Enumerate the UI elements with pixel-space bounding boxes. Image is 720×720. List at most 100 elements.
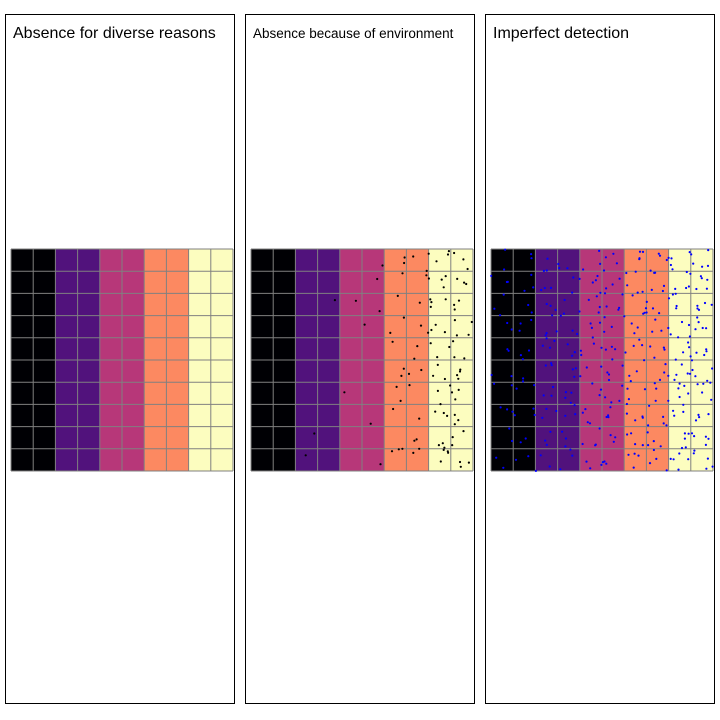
occurrence-point (674, 287, 677, 290)
occurrence-point (696, 383, 699, 386)
occurrence-point (653, 271, 656, 274)
occurrence-point (599, 388, 603, 391)
occurrence-point (527, 349, 531, 352)
occurrence-point (598, 321, 602, 324)
occurrence-point (457, 377, 460, 380)
occurrence-point (689, 355, 692, 358)
occurrence-point (499, 314, 502, 317)
occurrence-point (581, 411, 584, 414)
occurrence-point (462, 430, 465, 433)
occurrence-point (675, 373, 678, 376)
occurrence-point (435, 260, 438, 263)
occurrence-point (391, 340, 394, 343)
occurrence-point (456, 277, 459, 280)
occurrence-point (683, 384, 686, 387)
occurrence-point (682, 403, 685, 406)
occurrence-point (580, 353, 583, 357)
occurrence-point (665, 258, 668, 262)
occurrence-point (607, 373, 611, 376)
occurrence-point (562, 312, 565, 315)
occurrence-point (578, 310, 581, 313)
occurrence-point (502, 293, 505, 296)
raster-grid (250, 248, 474, 472)
occurrence-point (696, 316, 699, 319)
occurrence-point (493, 307, 496, 310)
occurrence-point (692, 262, 695, 265)
occurrence-point (459, 368, 462, 371)
occurrence-point (637, 454, 640, 457)
occurrence-point (617, 308, 620, 311)
occurrence-point (444, 298, 447, 301)
occurrence-point (602, 269, 606, 272)
occurrence-point (589, 467, 592, 470)
occurrence-point (521, 358, 524, 361)
occurrence-point (447, 250, 450, 253)
occurrence-point (687, 341, 690, 344)
occurrence-point (618, 306, 621, 309)
occurrence-point (654, 318, 657, 321)
occurrence-point (678, 452, 681, 455)
occurrence-point (584, 408, 587, 411)
occurrence-point (434, 410, 437, 413)
occurrence-point (447, 451, 450, 454)
occurrence-point (458, 460, 462, 464)
occurrence-point (446, 414, 449, 417)
occurrence-point (688, 372, 692, 375)
occurrence-point (610, 325, 613, 328)
occurrence-point (542, 269, 545, 272)
occurrence-point (574, 413, 577, 416)
occurrence-point (663, 348, 666, 351)
occurrence-point (376, 277, 379, 281)
occurrence-point (573, 351, 576, 354)
occurrence-point (664, 363, 667, 366)
occurrence-point (625, 412, 628, 415)
occurrence-point (427, 331, 430, 334)
occurrence-point (545, 443, 548, 446)
occurrence-point (707, 413, 710, 416)
occurrence-point (559, 468, 562, 471)
occurrence-point (687, 432, 690, 435)
occurrence-point (695, 287, 698, 291)
occurrence-point (541, 416, 544, 419)
occurrence-point (304, 454, 307, 457)
occurrence-point (530, 273, 533, 276)
occurrence-point (669, 263, 672, 267)
panel-absence-environment: Absence because of environment (245, 14, 475, 704)
occurrence-point (643, 388, 647, 391)
occurrence-point (682, 410, 685, 413)
occurrence-point (604, 396, 607, 399)
occurrence-point (654, 399, 657, 402)
occurrence-point (551, 385, 555, 389)
occurrence-point (683, 437, 686, 440)
occurrence-point (490, 274, 493, 277)
occurrence-point (550, 362, 553, 365)
occurrence-point (675, 307, 678, 310)
occurrence-point (451, 436, 454, 439)
occurrence-point (572, 276, 575, 279)
occurrence-point (653, 382, 656, 385)
occurrence-point (467, 461, 470, 464)
occurrence-point (660, 329, 663, 332)
occurrence-point (659, 445, 662, 448)
occurrence-point (645, 300, 648, 303)
occurrence-point (673, 378, 676, 381)
occurrence-point (467, 333, 470, 336)
occurrence-point (313, 432, 316, 435)
occurrence-point (585, 366, 588, 369)
occurrence-point (706, 278, 709, 281)
occurrence-point (566, 267, 569, 270)
occurrence-point (604, 348, 607, 351)
occurrence-point (395, 385, 398, 388)
occurrence-point (711, 465, 714, 468)
occurrence-point (549, 286, 553, 289)
occurrence-point (610, 345, 613, 348)
occurrence-point (397, 448, 400, 451)
occurrence-point (532, 407, 535, 410)
occurrence-point (564, 396, 567, 399)
occurrence-point (381, 264, 384, 267)
occurrence-point (555, 330, 558, 333)
occurrence-point (564, 414, 567, 417)
occurrence-point (574, 367, 577, 370)
occurrence-point (510, 328, 513, 331)
occurrence-point (690, 432, 694, 435)
